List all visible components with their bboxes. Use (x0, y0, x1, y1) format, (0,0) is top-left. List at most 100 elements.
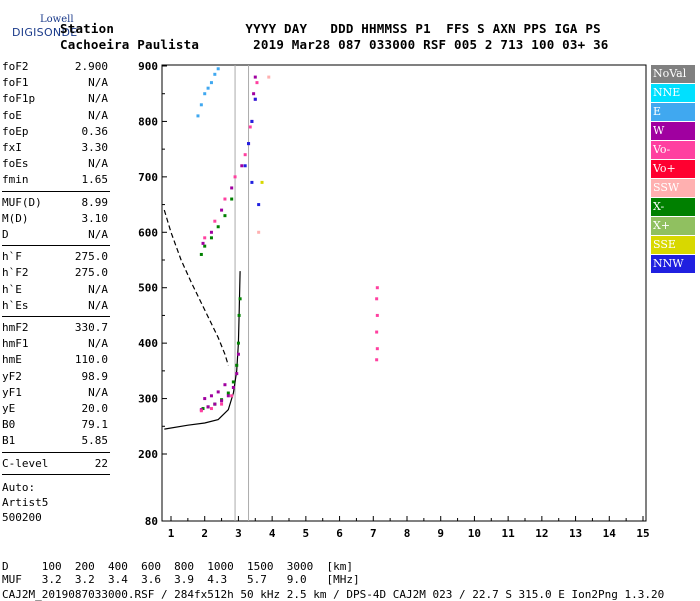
echo-point (260, 180, 264, 184)
echo-point (209, 407, 213, 411)
legend-item: Vo+ (651, 160, 695, 178)
footer-file-info: CAJ2M_2019087033000.RSF / 284fx512h 50 k… (2, 588, 665, 601)
param-label: B1 (2, 434, 16, 448)
echo-point (252, 92, 256, 96)
param-value: 3.10 (81, 211, 109, 225)
auto-scaling-text: Auto: (2, 480, 36, 494)
echo-point (231, 380, 235, 384)
echo-point (253, 75, 257, 79)
param-separator (2, 190, 110, 192)
param-separator (2, 245, 110, 247)
echo-point (216, 67, 220, 71)
y-tick-label: 80 (145, 515, 158, 528)
logo-text-digisonde: DIGISONDE (12, 26, 78, 39)
param-value: 330.7 (74, 321, 108, 334)
echo-point (243, 153, 247, 157)
echo-point (203, 92, 207, 96)
x-tick-label: 7 (370, 527, 377, 540)
echo-point (235, 363, 239, 367)
param-value: 8.99 (81, 195, 109, 209)
legend-item: X- (651, 198, 695, 216)
param-value: 98.9 (81, 369, 109, 383)
param-value: N/A (88, 282, 108, 296)
echo-point (255, 81, 259, 85)
param-label: foEs (2, 157, 29, 171)
echo-points (196, 67, 379, 413)
echo-point (375, 286, 379, 290)
legend-item: NoVal (651, 65, 695, 83)
echo-point (203, 244, 207, 248)
param-label: h`Es (2, 298, 29, 312)
x-tick-label: 5 (303, 527, 310, 540)
param-value: 275.0 (74, 250, 108, 264)
echo-point (209, 230, 213, 234)
x-axis-ticks: 1 2 3 4 5 6 7 8 9 10 11 12 13 14 15 (168, 516, 650, 540)
echo-point (206, 405, 210, 409)
param-label: D (2, 228, 9, 241)
echo-point (253, 97, 257, 101)
y-tick-label: 600 (138, 226, 158, 239)
auto-scaling-text: 500200 (2, 510, 42, 524)
y-tick-label: 700 (138, 171, 158, 184)
echo-point (223, 383, 227, 387)
footer-muf-row: MUF 3.2 3.2 3.4 3.6 3.9 4.3 5.7 9.0 [MHz… (2, 573, 360, 586)
echo-point (375, 313, 379, 317)
x-tick-label: 3 (235, 527, 242, 540)
x-tick-label: 10 (468, 527, 481, 540)
echo-point (257, 203, 261, 207)
param-label: yF2 (2, 369, 22, 383)
echo-point (213, 402, 217, 406)
echo-point (203, 397, 207, 401)
param-value: N/A (88, 76, 108, 90)
legend-item: E (651, 103, 695, 121)
footer-distance-row: D 100 200 400 600 800 1000 1500 3000 [km… (2, 560, 353, 573)
param-value: 0.36 (81, 124, 109, 138)
virtual-height-curve (163, 209, 229, 366)
legend-item: X+ (651, 217, 695, 235)
param-label: hmF2 (2, 321, 29, 334)
echo-point (375, 358, 379, 362)
echo-point (250, 119, 254, 123)
echo-point (201, 241, 205, 245)
echo-point (216, 390, 220, 394)
true-height-curve (164, 271, 241, 430)
param-value: N/A (88, 92, 108, 106)
echo-point (240, 164, 244, 168)
param-value: 110.0 (74, 353, 108, 367)
legend-item: SSE (651, 236, 695, 254)
x-tick-label: 4 (269, 527, 276, 540)
echo-point (257, 230, 261, 234)
echo-point (375, 330, 379, 334)
y-axis-ticks: 80 200 300 400 500 600 700 800 900 (138, 60, 167, 528)
param-label: h`F2 (2, 266, 29, 280)
y-tick-label: 400 (138, 337, 158, 350)
echo-point (226, 391, 230, 395)
echo-point (230, 197, 234, 201)
echo-point (226, 394, 230, 398)
param-label: h`F (2, 250, 22, 264)
x-tick-label: 15 (636, 527, 649, 540)
echo-point (216, 225, 220, 229)
echo-point (375, 347, 379, 351)
param-label: fmin (2, 173, 29, 187)
x-tick-label: 2 (201, 527, 208, 540)
echo-point (209, 236, 213, 240)
profile-curves (163, 209, 241, 430)
echo-point (230, 394, 234, 398)
echo-point (375, 297, 379, 301)
param-separator (2, 451, 110, 453)
echo-point (247, 142, 251, 146)
echo-point (220, 402, 224, 406)
param-label: hmE (2, 353, 22, 367)
echo-point (209, 81, 213, 85)
y-tick-label: 800 (138, 115, 158, 128)
echo-point (206, 86, 210, 90)
echo-point (196, 114, 200, 118)
param-separator (2, 473, 110, 475)
x-tick-label: 14 (603, 527, 617, 540)
echo-point (238, 297, 242, 301)
y-tick-label: 300 (138, 393, 158, 406)
y-tick-label: 200 (138, 448, 158, 461)
reference-lines (234, 65, 250, 521)
